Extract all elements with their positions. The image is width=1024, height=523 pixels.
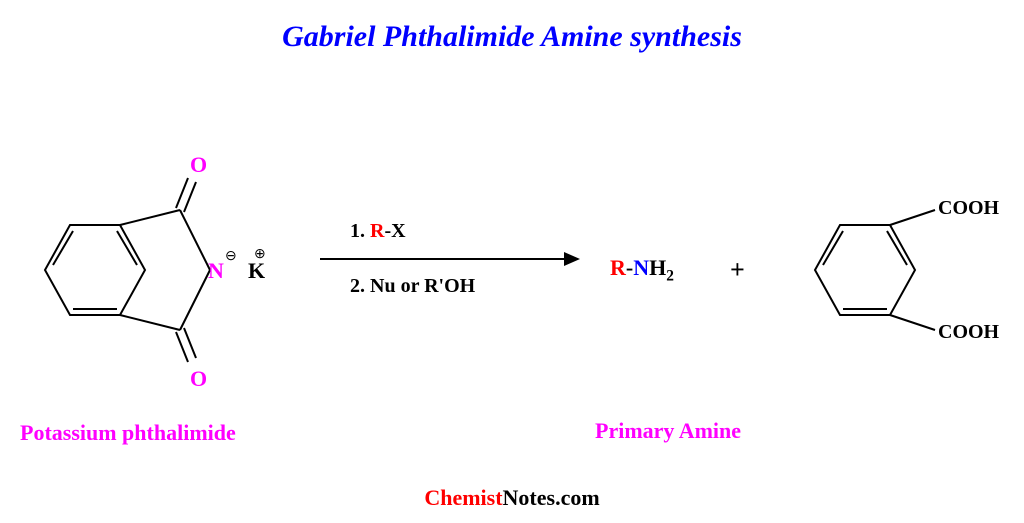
reaction-arrow — [320, 247, 580, 271]
oxygen-bottom: O — [190, 366, 207, 391]
watermark-notes: Notes.com — [503, 485, 600, 510]
amine-R: R — [610, 255, 626, 280]
step1-num: 1. — [350, 220, 365, 242]
reactant-molecule: O O N ⊖ K ⊕ — [20, 140, 260, 400]
reaction-scheme: O O N ⊖ K ⊕ 1. R-X 2. Nu or R'OH R-NH2 + — [0, 140, 1024, 400]
step1-R: R — [370, 220, 384, 242]
product-label: Primary Amine — [595, 418, 741, 444]
phthalimide-structure: O O N ⊖ K ⊕ — [20, 140, 280, 400]
amine-sub: 2 — [666, 267, 674, 284]
amine-N: N — [633, 255, 649, 280]
product-amine: R-NH2 — [610, 255, 674, 285]
watermark-chemist: Chemist — [424, 485, 502, 510]
nitrogen: N — [208, 258, 224, 283]
potassium-charge: ⊕ — [254, 247, 266, 262]
amine-H: H — [649, 255, 666, 280]
cooh-bottom: COOH — [938, 321, 1000, 343]
step1-rest: -X — [384, 220, 405, 242]
reactant-label: Potassium phthalimide — [20, 420, 236, 446]
condition-step-1: 1. R-X — [350, 220, 580, 243]
reaction-arrow-block: 1. R-X 2. Nu or R'OH — [320, 220, 580, 298]
plus-sign: + — [730, 255, 745, 285]
title-text: Gabriel Phthalimide Amine synthesis — [282, 20, 742, 53]
condition-step-2: 2. Nu or R'OH — [350, 275, 580, 298]
oxygen-top: O — [190, 152, 207, 177]
nitrogen-charge: ⊖ — [225, 249, 237, 264]
product-acid-molecule: COOH COOH — [790, 170, 1000, 370]
watermark: ChemistNotes.com — [424, 485, 599, 511]
phthalic-acid-structure: COOH COOH — [790, 170, 1000, 370]
diagram-title: Gabriel Phthalimide Amine synthesis — [282, 20, 742, 54]
cooh-top: COOH — [938, 197, 1000, 219]
